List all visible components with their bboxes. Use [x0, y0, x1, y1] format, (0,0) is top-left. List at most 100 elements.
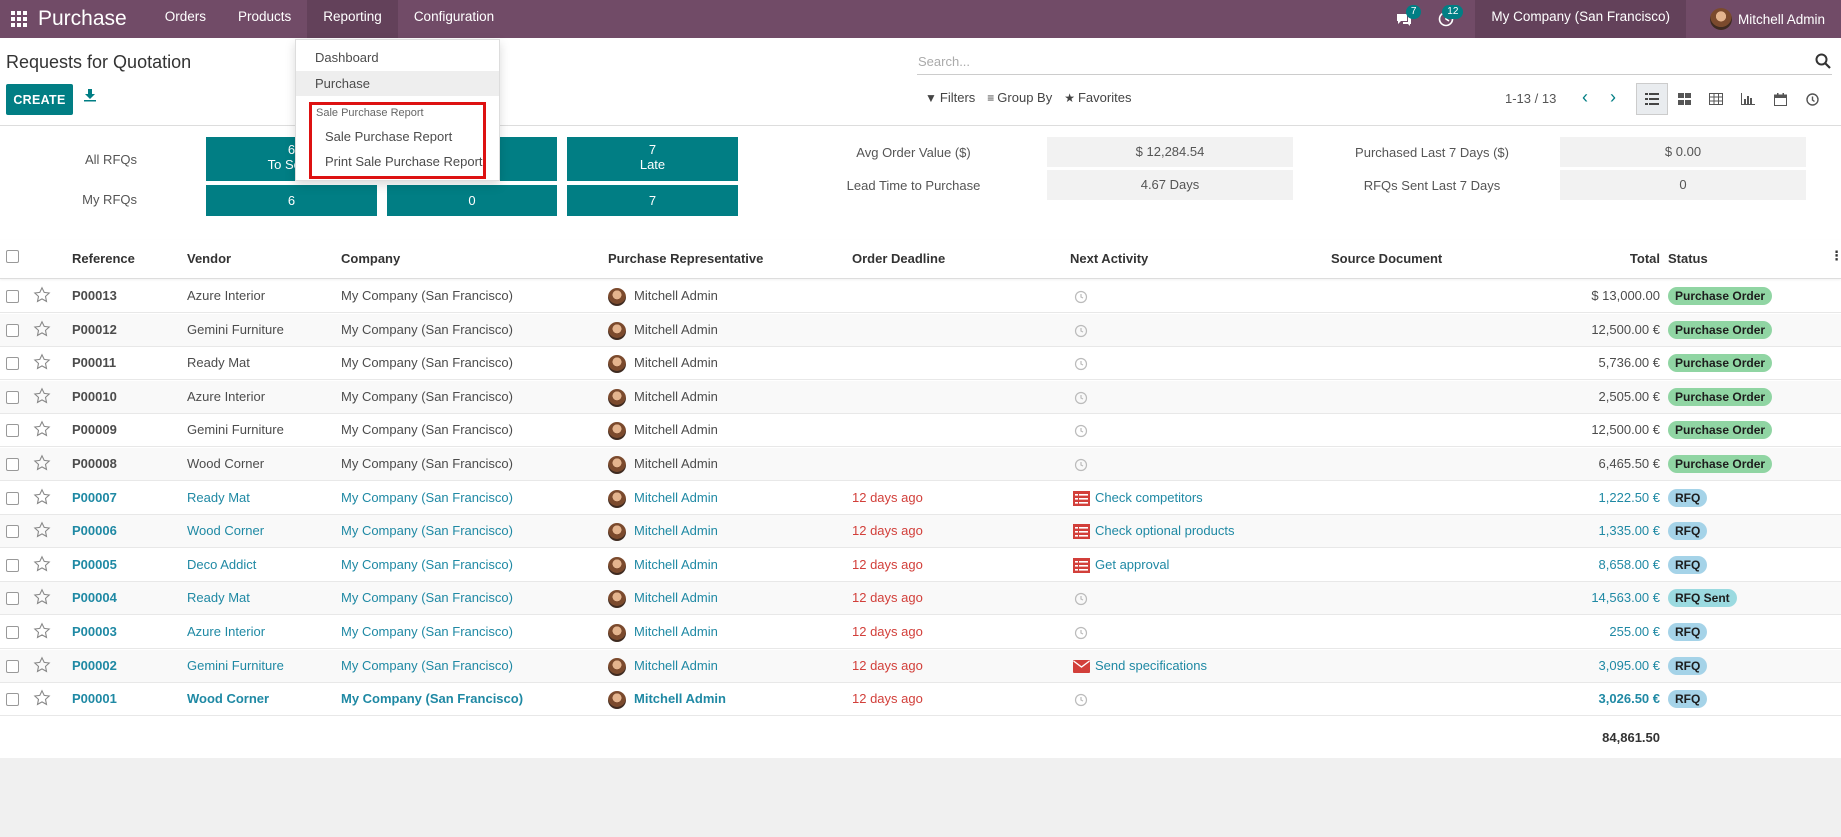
app-name[interactable]: Purchase: [38, 7, 127, 30]
dropdown-item-dashboard[interactable]: Dashboard: [315, 50, 379, 65]
graph-view-icon[interactable]: [1732, 83, 1764, 115]
pivot-view-icon[interactable]: [1700, 83, 1732, 115]
search-icon[interactable]: [1814, 52, 1832, 70]
pager-previous-icon[interactable]: ‹: [1582, 87, 1588, 107]
row-checkbox[interactable]: [6, 390, 19, 404]
priority-star-icon[interactable]: [33, 689, 51, 707]
table-row[interactable]: P00008 Wood Corner My Company (San Francis…: [0, 448, 1841, 481]
company-switcher[interactable]: My Company (San Francisco): [1475, 0, 1686, 38]
activity-clock-icon[interactable]: [1074, 391, 1088, 405]
activity-clock-icon[interactable]: [1074, 458, 1088, 472]
representative-avatar[interactable]: [608, 691, 626, 710]
activity-clock-icon[interactable]: [1074, 290, 1088, 304]
representative-avatar[interactable]: [608, 388, 626, 407]
activity-clock-icon[interactable]: [1074, 592, 1088, 606]
dropdown-item-purchase[interactable]: Purchase: [296, 71, 499, 96]
next-activity-cell[interactable]: Get approval: [1095, 556, 1170, 572]
row-checkbox[interactable]: [6, 592, 19, 606]
table-row[interactable]: P00004 Ready Mat My Company (San Francisco…: [0, 582, 1841, 616]
activity-clock-icon[interactable]: [1074, 424, 1088, 438]
representative-avatar[interactable]: [608, 556, 626, 575]
column-source-document[interactable]: Source Document: [1331, 251, 1443, 266]
priority-star-icon[interactable]: [33, 286, 51, 304]
pager-next-icon[interactable]: ›: [1610, 87, 1616, 107]
messaging-icon[interactable]: 7: [1383, 0, 1425, 38]
priority-star-icon[interactable]: [33, 656, 51, 674]
priority-star-icon[interactable]: [33, 420, 51, 438]
representative-avatar[interactable]: [608, 489, 626, 508]
representative-avatar[interactable]: [608, 657, 626, 676]
row-checkbox[interactable]: [6, 458, 19, 471]
table-row[interactable]: P00003 Azure Interior My Company (San Fran…: [0, 616, 1841, 649]
representative-avatar[interactable]: [608, 321, 626, 340]
table-row[interactable]: P00006 Wood Corner My Company (San Francis…: [0, 515, 1841, 549]
list-view-icon[interactable]: [1636, 83, 1668, 115]
table-row[interactable]: P00010 Azure Interior My Company (San Fran…: [0, 380, 1841, 414]
representative-avatar[interactable]: [608, 590, 626, 609]
table-row[interactable]: P00001 Wood Corner My Company (San Francis…: [0, 683, 1841, 717]
row-checkbox[interactable]: [6, 290, 19, 303]
table-row[interactable]: P00009 Gemini Furniture My Company (San Fr…: [0, 414, 1841, 448]
priority-star-icon[interactable]: [33, 488, 51, 506]
priority-star-icon[interactable]: [33, 521, 51, 539]
row-checkbox[interactable]: [6, 659, 19, 673]
tile-my-waiting[interactable]: 0: [387, 185, 557, 216]
activity-clock-icon[interactable]: [1074, 324, 1088, 338]
priority-star-icon[interactable]: [33, 622, 51, 640]
column-total[interactable]: Total: [1629, 251, 1660, 266]
priority-star-icon[interactable]: [33, 353, 51, 371]
table-row[interactable]: P00007 Ready Mat My Company (San Francisco…: [0, 482, 1841, 515]
calendar-view-icon[interactable]: [1764, 83, 1796, 115]
tile-late[interactable]: 7 Late: [567, 137, 738, 181]
envelope-icon[interactable]: [1073, 659, 1090, 674]
menu-products[interactable]: Products: [237, 9, 292, 24]
task-list-icon[interactable]: [1073, 524, 1090, 540]
representative-avatar[interactable]: [608, 456, 626, 474]
dropdown-item-print-sale-purchase-report[interactable]: Print Sale Purchase Report: [325, 154, 483, 169]
representative-avatar[interactable]: [608, 355, 626, 374]
representative-avatar[interactable]: [608, 422, 626, 441]
task-list-icon[interactable]: [1073, 490, 1090, 506]
next-activity-cell[interactable]: Check optional products: [1095, 523, 1235, 539]
table-row[interactable]: P00005 Deco Addict My Company (San Francis…: [0, 549, 1841, 582]
activity-clock-icon[interactable]: [1074, 626, 1088, 640]
column-vendor[interactable]: Vendor: [187, 251, 232, 266]
row-checkbox[interactable]: [6, 323, 19, 337]
tile-my-late[interactable]: 7: [567, 185, 738, 216]
column-order-deadline[interactable]: Order Deadline: [852, 251, 946, 266]
menu-orders[interactable]: Orders: [164, 9, 206, 24]
representative-avatar[interactable]: [608, 523, 626, 542]
group-by-button[interactable]: ≡ Group By: [987, 90, 1052, 105]
priority-star-icon[interactable]: [33, 588, 51, 606]
tile-my-to-send[interactable]: 6: [206, 185, 377, 216]
priority-star-icon[interactable]: [33, 320, 51, 338]
row-checkbox[interactable]: [6, 525, 19, 539]
apps-menu-icon[interactable]: [0, 0, 38, 38]
row-checkbox[interactable]: [6, 424, 19, 438]
representative-avatar[interactable]: [608, 624, 626, 642]
menu-reporting[interactable]: Reporting: [307, 0, 398, 38]
activity-clock-icon[interactable]: [1074, 357, 1088, 371]
table-row[interactable]: P00013 Azure Interior My Company (San Fran…: [0, 280, 1841, 313]
priority-star-icon[interactable]: [33, 555, 51, 573]
table-row[interactable]: P00011 Ready Mat My Company (San Francisco…: [0, 347, 1841, 381]
activity-clock-icon[interactable]: 12: [1425, 0, 1467, 38]
pager-value[interactable]: 1-13 / 13: [1505, 91, 1557, 106]
next-activity-cell[interactable]: Check competitors: [1095, 489, 1203, 505]
column-reference[interactable]: Reference: [72, 251, 135, 266]
row-checkbox[interactable]: [6, 558, 19, 572]
column-next-activity[interactable]: Next Activity: [1070, 251, 1149, 266]
representative-avatar[interactable]: [608, 288, 626, 306]
activity-clock-icon[interactable]: [1074, 693, 1088, 707]
row-checkbox[interactable]: [6, 626, 19, 639]
dropdown-item-sale-purchase-report[interactable]: Sale Purchase Report: [325, 129, 453, 144]
column-company[interactable]: Company: [341, 251, 401, 266]
row-checkbox[interactable]: [6, 693, 19, 707]
activity-view-icon[interactable]: [1796, 83, 1828, 115]
download-icon[interactable]: [80, 88, 100, 110]
filters-button[interactable]: ▼ Filters: [925, 90, 975, 105]
menu-configuration[interactable]: Configuration: [413, 9, 495, 24]
table-row[interactable]: P00002 Gemini Furniture My Company (San Fr…: [0, 649, 1841, 683]
column-purchase-representative[interactable]: Purchase Representative: [608, 251, 764, 266]
task-list-icon[interactable]: [1073, 557, 1090, 573]
